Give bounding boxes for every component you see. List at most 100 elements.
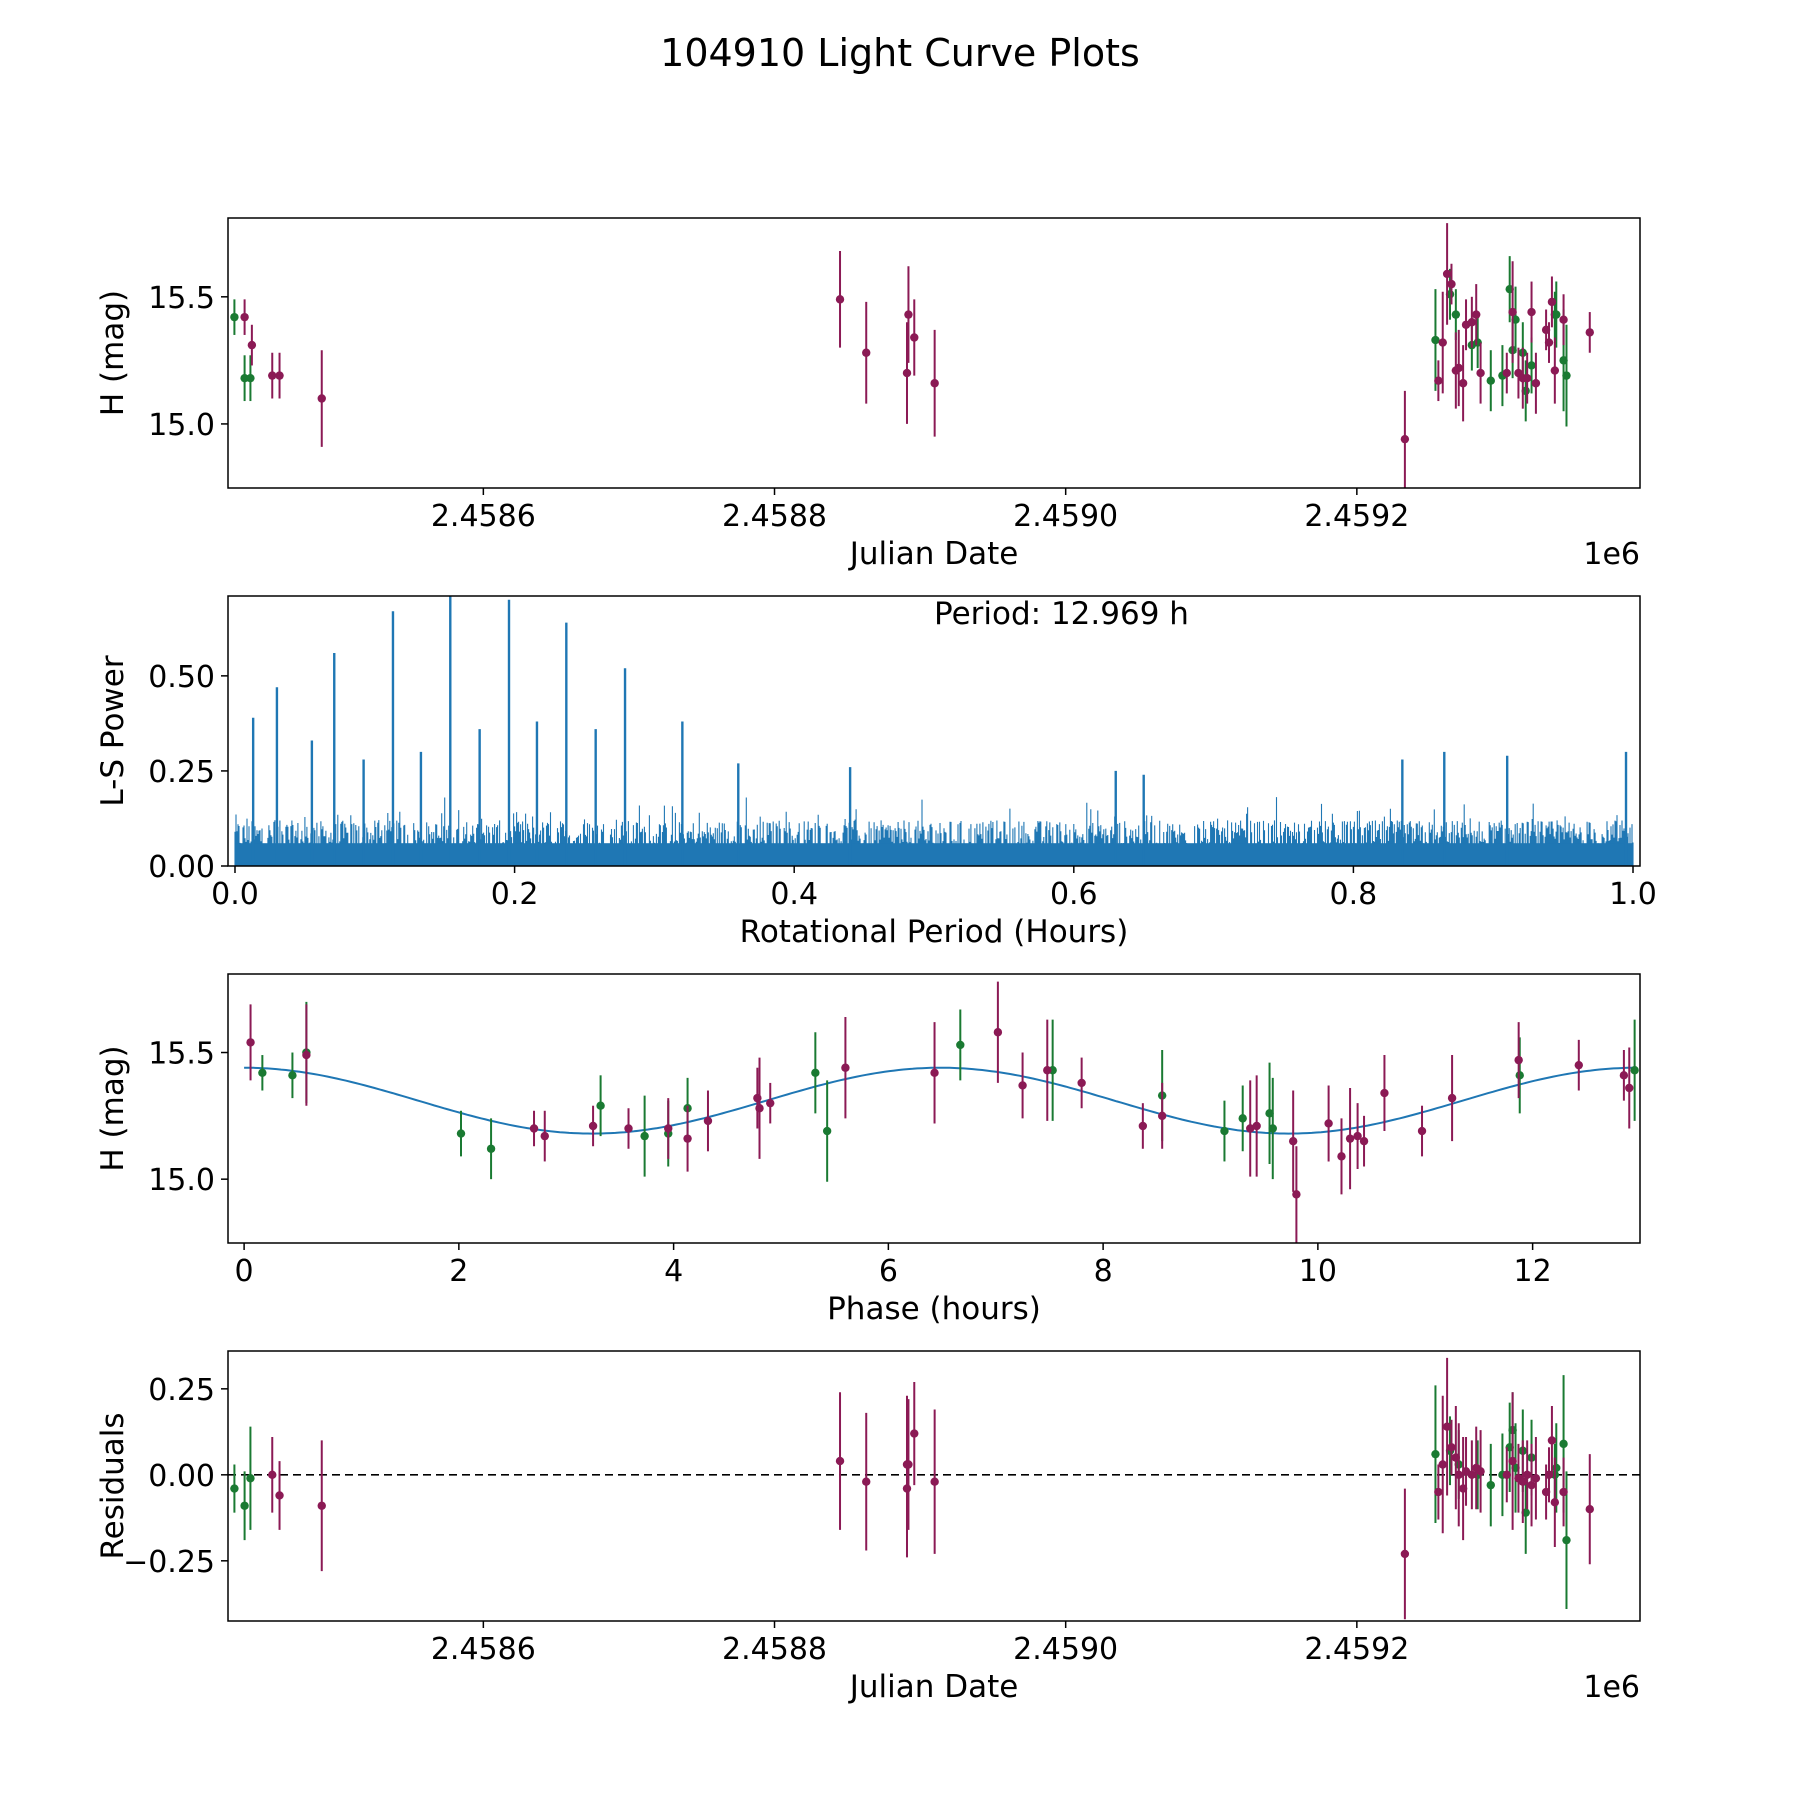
- data-point: [624, 1108, 633, 1149]
- data-point: [910, 299, 919, 376]
- data-point: [1018, 1052, 1027, 1119]
- point-marker: [902, 1484, 912, 1493]
- data-point: [1531, 352, 1541, 414]
- point-marker: [1527, 307, 1536, 317]
- periodogram-base: [234, 843, 1634, 866]
- data-point: [703, 1090, 713, 1152]
- point-marker: [588, 1121, 598, 1131]
- panel-residuals: 2.4586 2.4588 2.4590 2.4592 −0.25 0.00 0.25 Jul…: [95, 1350, 1641, 1705]
- data-point: [1043, 1019, 1052, 1121]
- point-marker: [1454, 1470, 1463, 1480]
- data-point: [1324, 1085, 1333, 1162]
- series-filter-green: [230, 1375, 1571, 1609]
- point-marker: [1562, 371, 1571, 380]
- point-marker: [1522, 373, 1532, 383]
- point-marker: [1220, 1126, 1229, 1136]
- data-point: [811, 1032, 820, 1114]
- data-point: [1077, 1057, 1086, 1109]
- data-point: [930, 1022, 939, 1124]
- data-point: [247, 324, 257, 366]
- point-marker: [1585, 328, 1594, 337]
- data-point: [1508, 261, 1517, 363]
- point-marker: [1380, 1088, 1389, 1098]
- point-marker: [1552, 1463, 1561, 1473]
- data-point: [1431, 289, 1440, 391]
- point-marker: [904, 1460, 913, 1469]
- point-marker: [1434, 1487, 1443, 1497]
- point-marker: [1246, 1124, 1255, 1133]
- point-marker: [247, 340, 257, 350]
- point-marker: [1515, 1071, 1524, 1080]
- point-marker: [1514, 1055, 1523, 1065]
- data-point: [755, 1057, 764, 1159]
- point-marker: [230, 1484, 239, 1493]
- point-marker: [811, 1068, 820, 1077]
- point-marker: [930, 379, 939, 388]
- periodogram-peaks: [251, 596, 1628, 866]
- y-tick-label: 15.5: [148, 281, 215, 316]
- data-point: [230, 299, 239, 335]
- data-point: [588, 1105, 598, 1147]
- data-point: [1625, 1047, 1634, 1129]
- point-marker: [956, 1040, 965, 1050]
- point-marker: [664, 1124, 673, 1133]
- point-marker: [1438, 338, 1447, 347]
- data-point: [835, 251, 845, 348]
- point-marker: [1559, 1487, 1568, 1497]
- point-marker: [993, 1028, 1003, 1037]
- x-tick-label: 2.4592: [1304, 1632, 1409, 1667]
- data-point: [1400, 390, 1410, 488]
- data-point: [930, 1409, 939, 1554]
- point-marker: [275, 371, 284, 380]
- data-point: [1467, 1440, 1477, 1510]
- y-tick-label: 15.5: [148, 1037, 215, 1072]
- x-tick-label: 8: [1094, 1254, 1113, 1289]
- data-point: [240, 355, 249, 402]
- point-marker: [268, 371, 277, 380]
- data-point: [1630, 1019, 1639, 1121]
- point-marker: [1138, 1121, 1148, 1131]
- point-marker: [1265, 1109, 1274, 1118]
- data-point: [1502, 1447, 1511, 1503]
- data-point: [1246, 1080, 1255, 1177]
- x-tick-label: 12: [1514, 1254, 1552, 1289]
- x-tick-label: 0.0: [211, 877, 259, 912]
- x-tick-label: 2.4588: [722, 499, 827, 534]
- point-marker: [1431, 335, 1440, 345]
- y-axis-label: H (mag): [95, 290, 131, 416]
- point-marker: [910, 333, 919, 342]
- point-marker: [1400, 1549, 1410, 1559]
- x-tick-label: 0.6: [1050, 877, 1098, 912]
- data-point: [1515, 1037, 1524, 1114]
- x-axis-label: Julian Date: [848, 1669, 1019, 1705]
- data-point: [1559, 294, 1568, 346]
- data-point: [1458, 345, 1468, 422]
- point-marker: [1252, 1121, 1261, 1131]
- data-point: [246, 1426, 255, 1530]
- data-point: [1380, 1055, 1389, 1132]
- data-point: [862, 301, 871, 404]
- data-point: [904, 1399, 913, 1530]
- data-point: [1527, 337, 1536, 394]
- point-marker: [268, 1470, 277, 1480]
- x-tick-label: 2.4590: [1013, 499, 1118, 534]
- point-marker: [246, 1038, 255, 1047]
- x-tick-label: 1.0: [1609, 877, 1657, 912]
- chart-panels: 2.4586 2.4588 2.4590 2.4592 15.0 15.5 Julian D…: [95, 217, 1657, 1705]
- data-point: [1547, 276, 1557, 328]
- data-point: [1434, 360, 1443, 402]
- data-point: [1527, 281, 1536, 343]
- point-marker: [1345, 1134, 1355, 1143]
- point-marker: [1522, 1470, 1532, 1480]
- data-point: [1265, 1062, 1274, 1164]
- data-point: [1552, 281, 1561, 348]
- point-marker: [1552, 310, 1561, 319]
- data-point: [766, 1082, 775, 1124]
- data-point: [1447, 263, 1456, 305]
- point-marker: [246, 373, 255, 383]
- data-point: [317, 350, 326, 447]
- x-tick-label: 2: [449, 1254, 468, 1289]
- point-marker: [703, 1116, 713, 1126]
- point-marker: [258, 1068, 267, 1077]
